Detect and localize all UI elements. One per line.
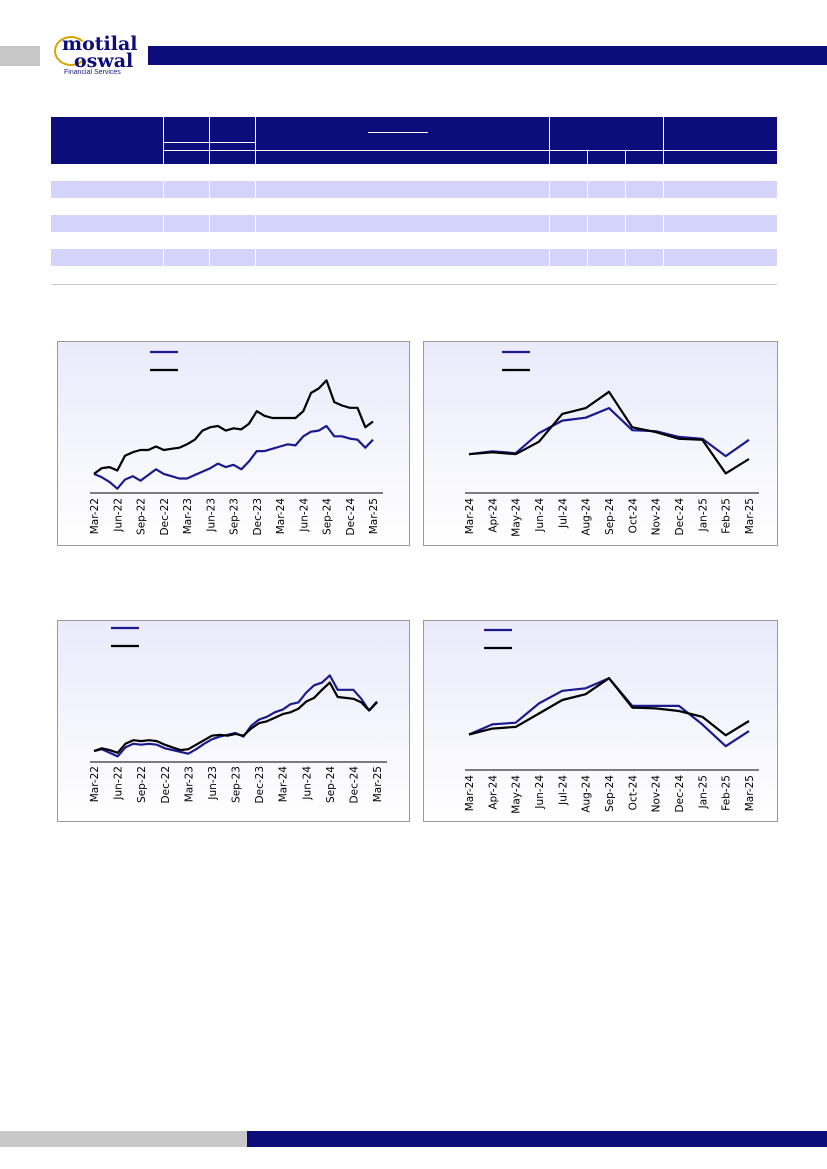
table-row: [51, 215, 778, 232]
x-tick-label: Dec-24: [348, 766, 360, 804]
x-tick-label: Dec-24: [674, 498, 686, 536]
x-tick-label: Mar-22: [89, 766, 101, 802]
header-brand-bar: [148, 46, 827, 65]
x-tick-label: Jun-24: [534, 775, 546, 810]
table-row: [51, 249, 778, 266]
x-tick-label: Dec-22: [159, 498, 171, 535]
series-line-1: [93, 424, 374, 490]
x-tick-label: Sep-24: [325, 766, 337, 803]
x-tick-label: Mar-25: [372, 766, 384, 802]
x-tick-label: Sep-22: [136, 766, 148, 803]
x-tick-label: Sep-23: [229, 498, 241, 535]
x-tick-label: Aug-24: [581, 775, 593, 813]
x-tick-label: Jun-22: [113, 766, 125, 801]
logo-word-1: motilal: [62, 33, 138, 55]
table-header-row: [51, 150, 778, 164]
footer-gray-strip: [0, 1131, 247, 1147]
x-tick-label: Dec-23: [254, 766, 266, 803]
line-chart-1: Mar-22 Jun-22 Sep-22 Dec-22 Mar-23 Jun-23 Sep-…: [57, 341, 410, 546]
header-gray-strip: [0, 46, 40, 66]
x-tick-label: Jul-24: [557, 498, 569, 529]
table-row: [51, 198, 778, 215]
x-tick-label: Sep-24: [322, 498, 334, 535]
x-tick-label: Oct-24: [627, 775, 639, 811]
plot-background: [57, 341, 410, 546]
company-logo: motilal oswal Financial Services: [52, 34, 144, 80]
logo-word-2: oswal: [74, 50, 134, 72]
x-tick-label: Sep-24: [604, 498, 616, 535]
x-tick-label: Sep-22: [136, 498, 148, 535]
logo-tagline: Financial Services: [64, 69, 121, 76]
table-row: [51, 164, 778, 181]
plot-background: [423, 620, 778, 822]
data-table: [51, 117, 778, 283]
plot-background: [423, 341, 778, 546]
x-tick-label: Mar-24: [278, 766, 290, 803]
x-tick-label: May-24: [511, 498, 523, 537]
x-tick-label: Dec-22: [160, 766, 172, 803]
x-tick-label: Apr-24: [487, 775, 499, 810]
chart-panel-1: Mar-22 Jun-22 Sep-22 Dec-22 Mar-23 Jun-23 Sep-…: [57, 341, 410, 546]
x-tick-label: Mar-24: [464, 775, 476, 812]
x-tick-label: Jun-24: [534, 498, 546, 533]
x-tick-label: Mar-25: [744, 498, 756, 534]
x-tick-label: Jun-24: [301, 766, 313, 801]
chart-panel-2: Mar-24 Apr-24 May-24 Jun-24 Jul-24 Aug-24 Sep-…: [423, 341, 778, 546]
x-tick-label: Mar-24: [464, 498, 476, 535]
x-tick-label: Mar-25: [744, 775, 756, 811]
table-row: [51, 266, 778, 283]
chart-panel-3: Mar-22 Jun-22 Sep-22 Dec-22 Mar-23 Jun-23 Sep-…: [57, 620, 410, 822]
table-bottom-rule: [51, 284, 777, 285]
x-tick-label: Apr-24: [487, 498, 499, 533]
x-tick-label: Jun-23: [205, 498, 217, 533]
x-tick-label: Mar-25: [368, 498, 380, 534]
x-tick-label: Oct-24: [627, 498, 639, 534]
x-tick-label: Jun-22: [112, 498, 124, 533]
x-tick-label: Nov-24: [651, 498, 663, 536]
x-tick-label: Mar-23: [182, 498, 194, 534]
table-header-row: [51, 117, 778, 164]
x-tick-label: Aug-24: [581, 498, 593, 536]
table-row: [51, 181, 778, 198]
x-tick-label: Dec-24: [674, 775, 686, 813]
line-chart-3: Mar-22 Jun-22 Sep-22 Dec-22 Mar-23 Jun-23 Sep-…: [57, 620, 410, 822]
x-tick-label: Jun-23: [207, 766, 219, 801]
series-line-2: [468, 390, 750, 475]
x-tick-label: Feb-25: [721, 498, 733, 534]
series-line-2: [93, 379, 374, 475]
x-tick-label: Mar-22: [89, 498, 101, 534]
x-tick-label: Nov-24: [651, 775, 663, 813]
plot-background: [57, 620, 410, 822]
x-tick-label: Jul-24: [557, 775, 569, 806]
x-tick-label: May-24: [511, 775, 523, 814]
x-tick-label: Sep-24: [604, 775, 616, 812]
table-header-row: [51, 142, 778, 151]
x-tick-label: Dec-24: [345, 498, 357, 536]
footer-brand-bar: [247, 1131, 827, 1147]
chart-panel-4: Mar-24 Apr-24 May-24 Jun-24 Jul-24 Aug-24 Sep-…: [423, 620, 778, 822]
x-tick-label: Jun-24: [298, 498, 310, 533]
x-tick-label: Dec-23: [252, 498, 264, 535]
x-tick-label: Jan-25: [697, 775, 709, 809]
logo-ring-icon: [54, 36, 88, 66]
series-line-2: [468, 677, 750, 737]
x-tick-label: Mar-23: [183, 766, 195, 802]
line-chart-4: Mar-24 Apr-24 May-24 Jun-24 Jul-24 Aug-24 Sep-…: [423, 620, 778, 822]
line-chart-2: Mar-24 Apr-24 May-24 Jun-24 Jul-24 Aug-24 Sep-…: [423, 341, 778, 546]
series-line-2: [93, 681, 378, 754]
x-tick-label: Feb-25: [721, 775, 733, 811]
x-tick-label: Mar-24: [275, 498, 287, 535]
x-tick-label: Jan-25: [697, 498, 709, 532]
x-tick-label: Sep-23: [231, 766, 243, 803]
table-row: [51, 232, 778, 249]
